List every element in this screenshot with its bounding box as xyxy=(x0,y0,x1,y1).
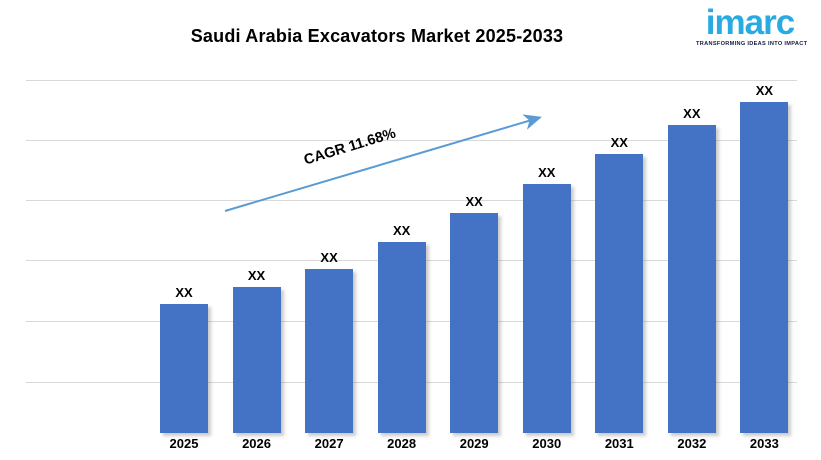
bar-column-2033: XX xyxy=(728,84,800,433)
bar-value-label-2029: XX xyxy=(465,194,483,209)
bar-value-label-2027: XX xyxy=(320,250,338,265)
bar-2027 xyxy=(305,269,354,433)
bar-column-2030: XX xyxy=(511,166,583,433)
x-axis-label-2030: 2030 xyxy=(532,436,562,451)
x-axis-label-2025: 2025 xyxy=(169,436,199,451)
x-axis-label-2026: 2026 xyxy=(242,436,271,451)
x-axis-label-2033: 2033 xyxy=(749,436,779,451)
imarc-logo-wordmark: imarc xyxy=(705,3,795,42)
gridline xyxy=(26,80,797,81)
bar-value-label-2025: XX xyxy=(175,285,193,300)
x-axis-label-2027: 2027 xyxy=(314,436,344,451)
x-axis-label-2029: 2029 xyxy=(459,436,489,451)
bar-2033 xyxy=(740,102,789,433)
x-axis-label-2031: 2031 xyxy=(604,436,634,451)
bar-value-label-2033: XX xyxy=(755,83,774,98)
bar-2029 xyxy=(450,213,499,433)
cagr-annotation: CAGR 11.68% xyxy=(302,125,398,169)
bar-column-2032: XX xyxy=(656,107,728,433)
bar-column-2028: XX xyxy=(366,224,438,433)
x-axis-label-2032: 2032 xyxy=(677,436,707,451)
bar-column-2026: XX xyxy=(221,269,293,433)
bar-2030 xyxy=(522,184,571,433)
bar-2031 xyxy=(595,154,644,433)
bar-value-label-2031: XX xyxy=(610,135,628,150)
bar-column-2027: XX xyxy=(293,251,365,433)
chart-title: Saudi Arabia Excavators Market 2025-2033 xyxy=(190,26,564,46)
imarc-logo-tagline: TRANSFORMING IDEAS INTO IMPACT xyxy=(696,41,808,48)
bar-2032 xyxy=(667,125,716,433)
imarc-logo: imarc TRANSFORMING IDEAS INTO IMPACT xyxy=(696,3,808,48)
bar-column-2025: XX xyxy=(148,286,220,433)
bar-2025 xyxy=(160,304,208,433)
bar-value-label-2028: XX xyxy=(392,223,411,238)
bar-value-label-2026: XX xyxy=(247,268,266,283)
bar-2028 xyxy=(377,242,426,433)
bar-column-2031: XX xyxy=(583,136,655,433)
x-axis-label-2028: 2028 xyxy=(387,436,417,451)
bar-column-2029: XX xyxy=(438,195,510,433)
bar-value-label-2030: XX xyxy=(538,165,556,180)
bar-2026 xyxy=(232,287,281,433)
bar-value-label-2032: XX xyxy=(683,106,701,121)
